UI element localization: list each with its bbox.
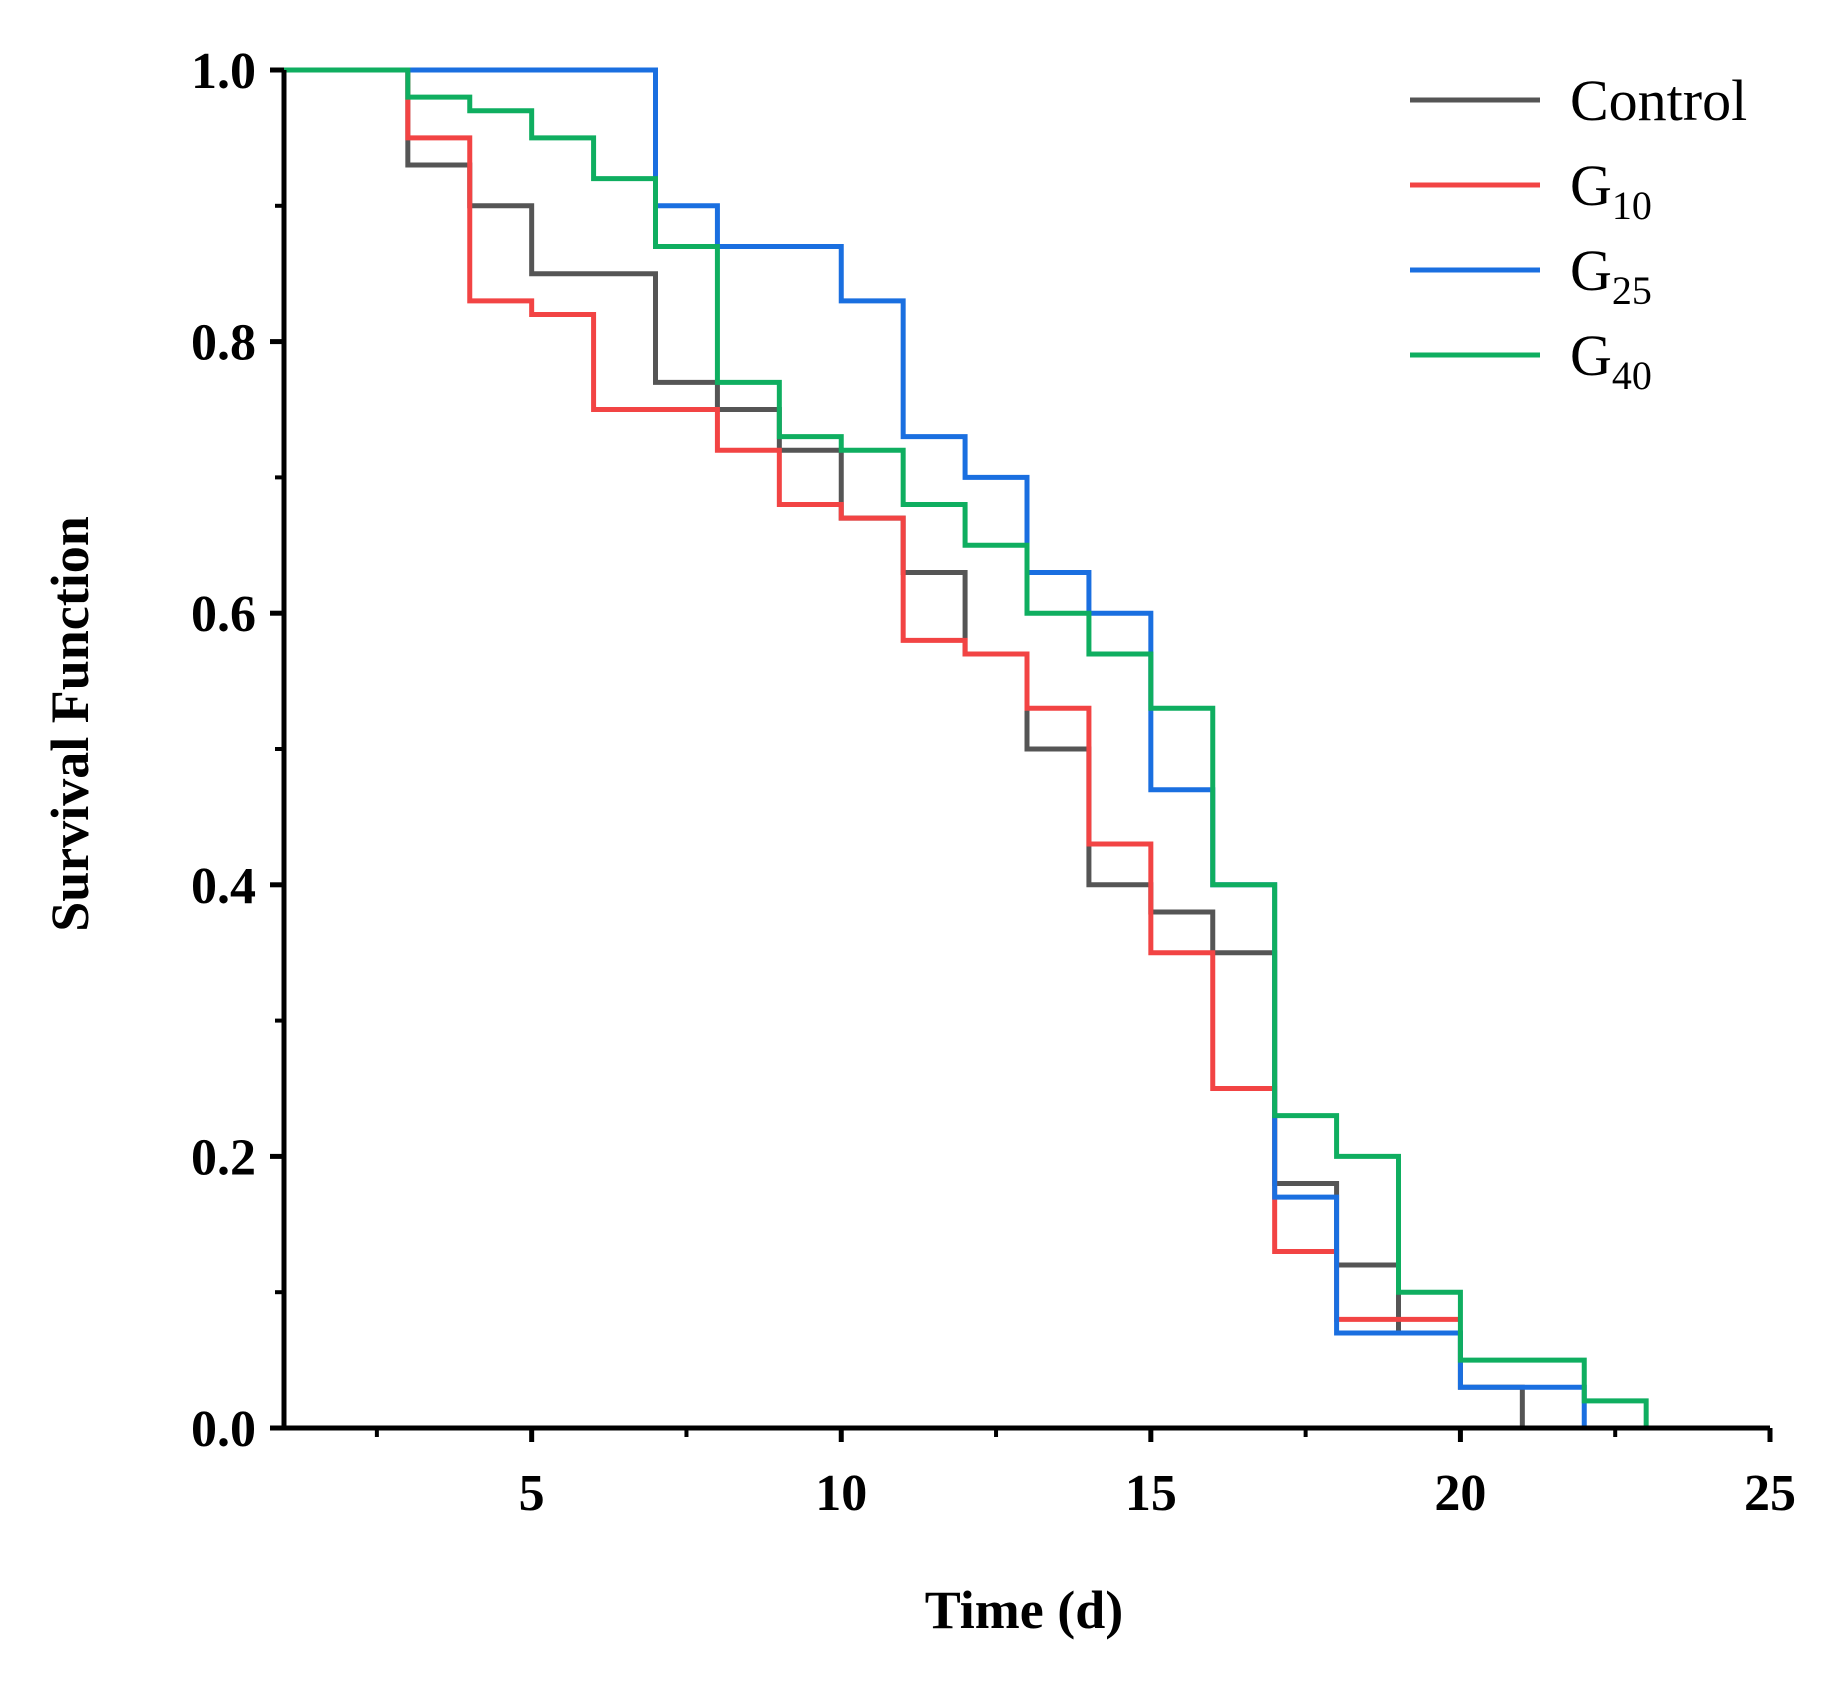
series-line-g10 [284, 67, 1461, 1322]
y-axis-title: Survival Function [40, 516, 100, 932]
y-tick-label: 0.0 [191, 1401, 256, 1458]
x-tick-label: 5 [519, 1465, 545, 1522]
legend-label-control: Control [1570, 68, 1747, 133]
y-tick-label: 0.6 [191, 586, 256, 643]
y-tick-label: 0.4 [191, 858, 256, 915]
x-tick-label: 15 [1125, 1465, 1177, 1522]
series-line-g40 [284, 67, 1649, 1428]
x-axis-title: Time (d) [925, 1580, 1124, 1640]
legend-label-g25: G25 [1570, 238, 1652, 313]
y-tick-label: 1.0 [191, 43, 256, 100]
x-tick-label: 25 [1744, 1465, 1796, 1522]
y-tick-label: 0.2 [191, 1129, 256, 1186]
legend-label-g40: G40 [1570, 323, 1652, 398]
legend-label-g10: G10 [1570, 153, 1652, 228]
axes-layer: 5 10 15 20 25 0.0 0.2 0.4 0.6 0.8 1.0 [191, 43, 1796, 1522]
series-layer [284, 67, 1649, 1428]
series-line-g25 [284, 67, 1587, 1428]
x-tick-label: 20 [1434, 1465, 1486, 1522]
legend: Control G10 G25 G40 [1410, 68, 1747, 398]
x-tick-label: 10 [815, 1465, 867, 1522]
y-tick-label: 0.8 [191, 315, 256, 372]
